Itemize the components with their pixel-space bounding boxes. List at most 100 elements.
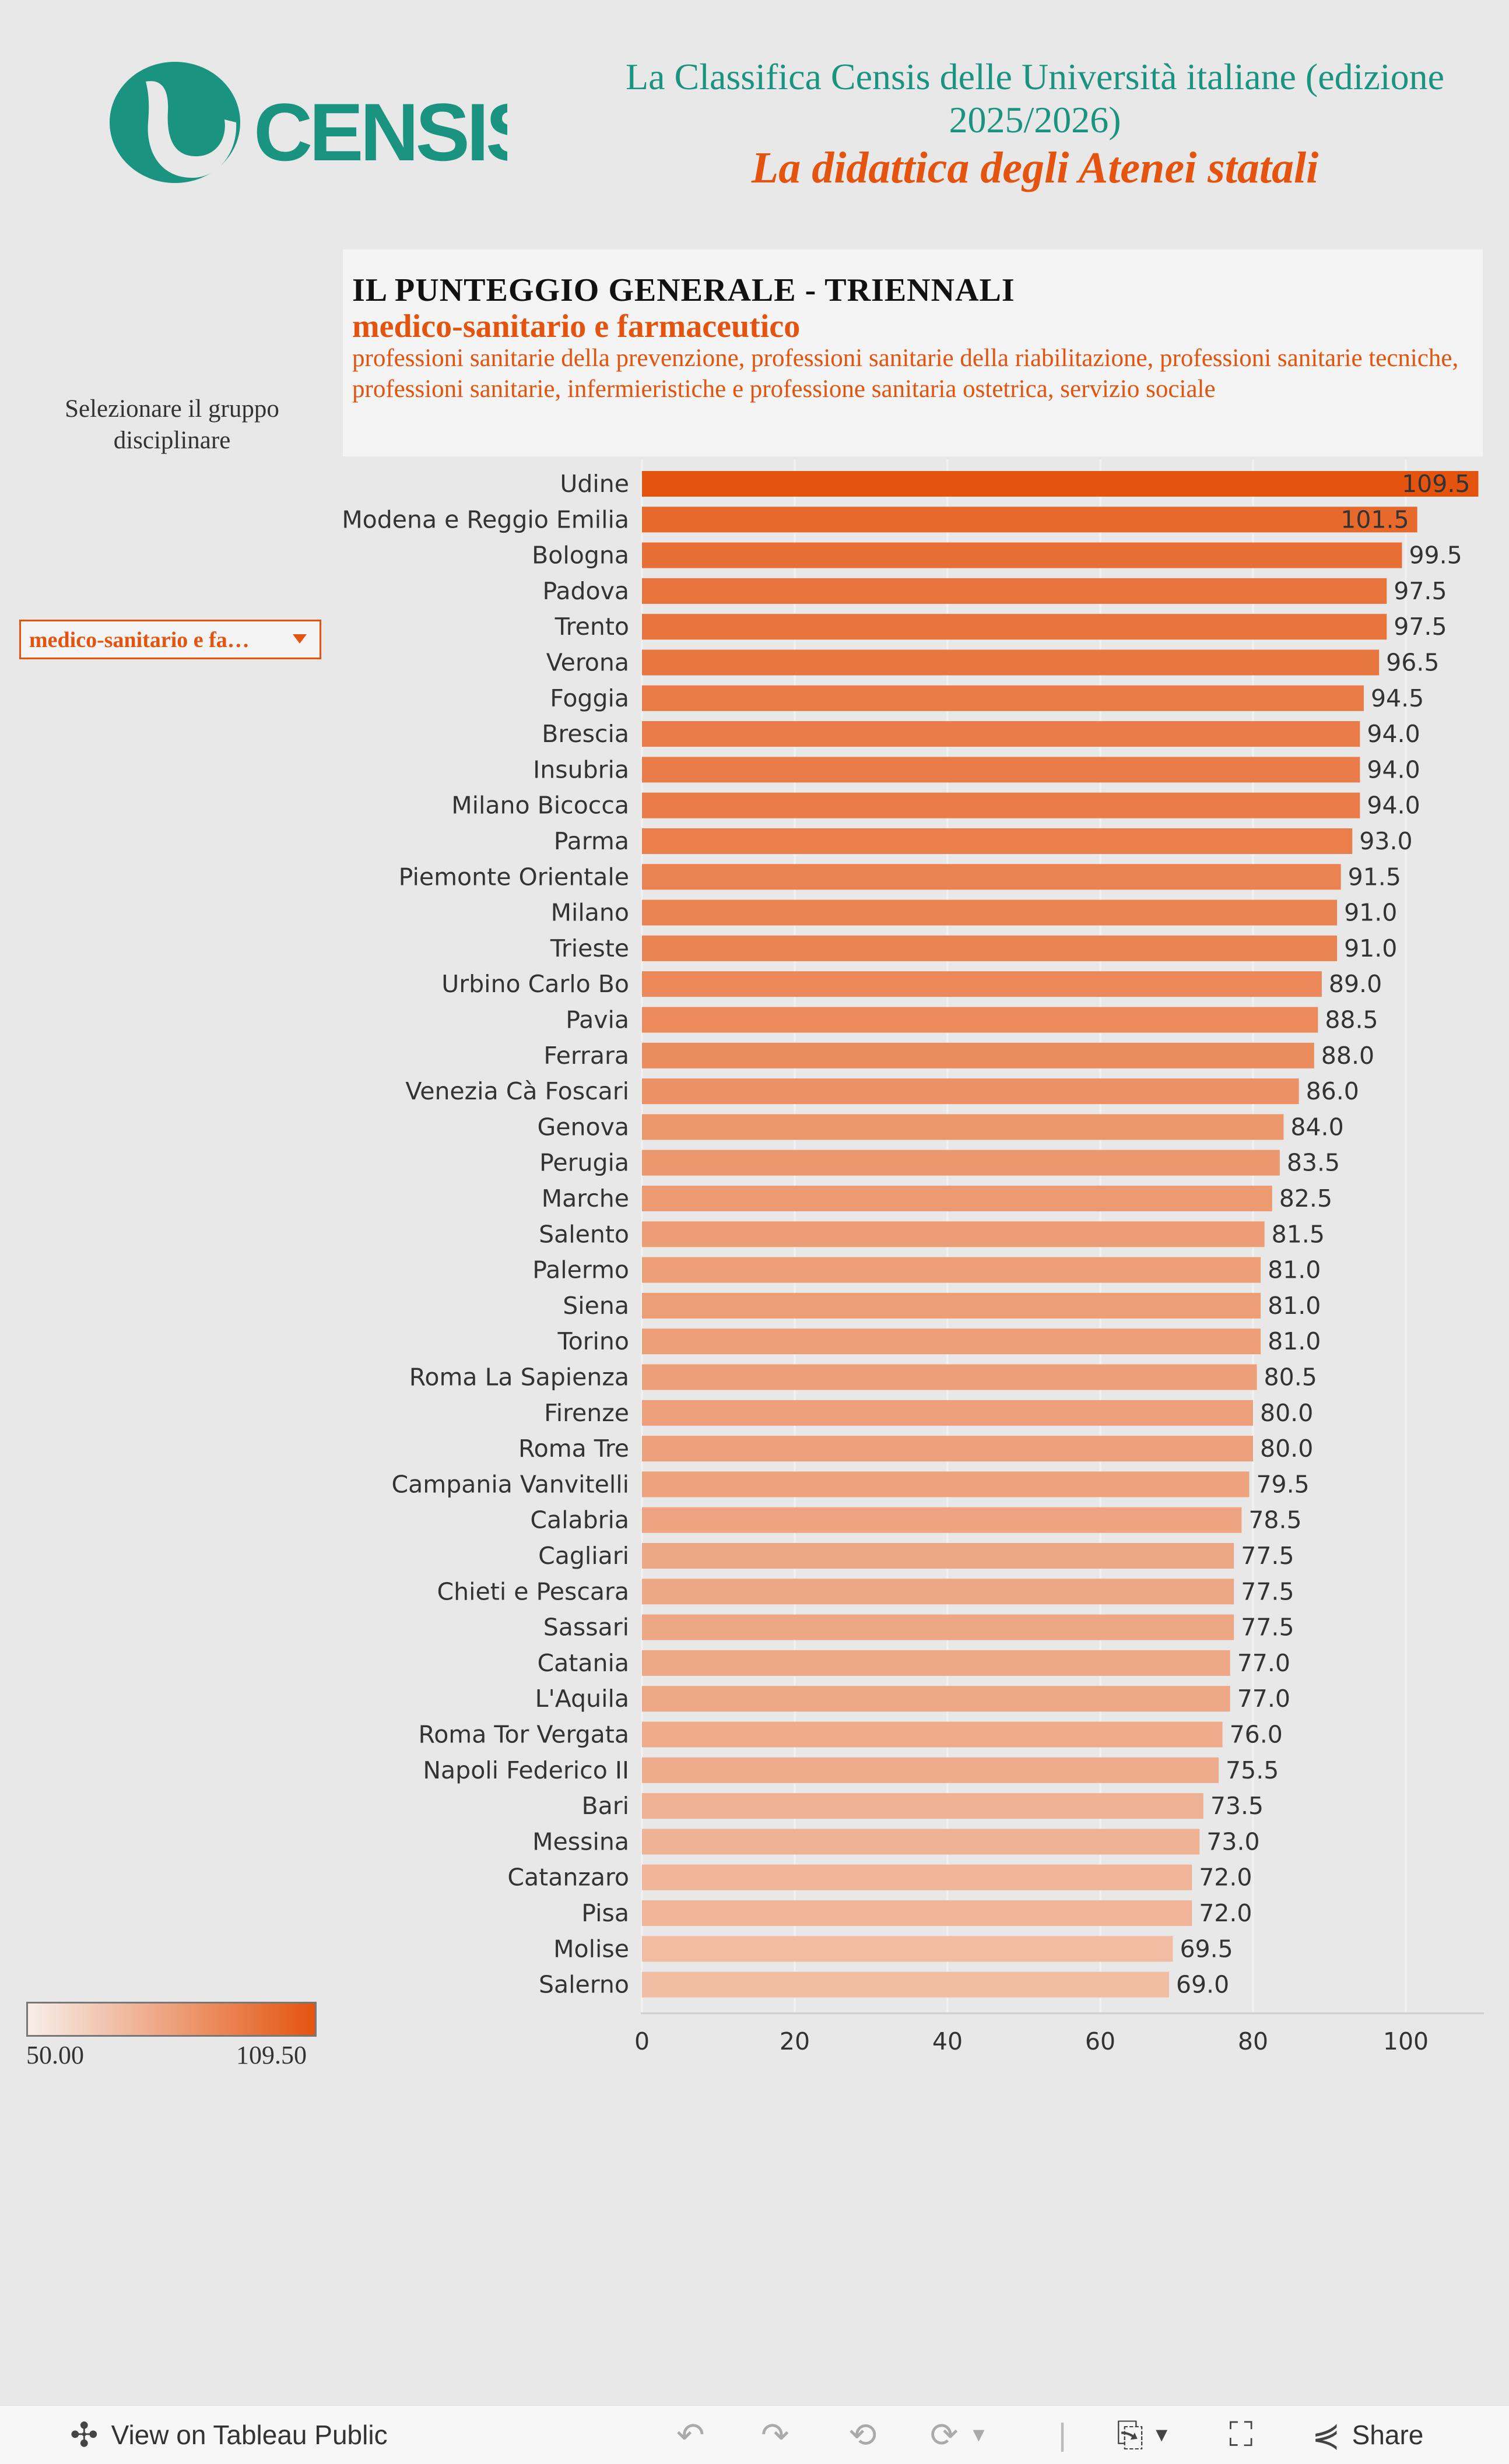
value-label: 81.0 [1268, 1327, 1321, 1355]
value-label: 80.0 [1260, 1399, 1313, 1427]
bar[interactable] [642, 1436, 1253, 1462]
value-label: 69.0 [1176, 1971, 1229, 1999]
category-label: Salento [539, 1220, 629, 1248]
view-on-tableau-label: View on Tableau Public [111, 2420, 388, 2450]
category-label: Milano Bicocca [451, 792, 629, 820]
category-label: Brescia [542, 720, 629, 748]
filter-label: Selezionare il gruppo disciplinare [65, 395, 279, 454]
share-label: Share [1352, 2420, 1424, 2450]
value-label: 73.5 [1210, 1792, 1264, 1820]
censis-logo: CENSIS [110, 62, 507, 183]
bar[interactable] [642, 1936, 1173, 1962]
fullscreen-button[interactable]: ⛶ [1229, 2406, 1253, 2464]
value-label: 86.0 [1306, 1077, 1359, 1105]
bar[interactable] [642, 1829, 1200, 1855]
bar[interactable] [642, 1900, 1192, 1926]
tableau-icon: ✣ [70, 2416, 99, 2454]
bar[interactable] [642, 1721, 1223, 1748]
value-label: 81.0 [1268, 1292, 1321, 1320]
bar[interactable] [642, 471, 1479, 497]
x-tick-label: 20 [780, 2027, 810, 2055]
bar[interactable] [642, 1471, 1250, 1498]
category-label: Ferrara [543, 1042, 629, 1070]
bar[interactable] [642, 864, 1341, 890]
bar[interactable] [642, 1042, 1314, 1068]
chart-group-name: medico-sanitario e farmaceutico [352, 308, 801, 345]
bar[interactable] [642, 1543, 1234, 1569]
value-label: 91.5 [1348, 863, 1401, 891]
bar[interactable] [642, 578, 1387, 604]
category-label: Verona [546, 649, 629, 677]
value-label: 101.5 [1340, 505, 1409, 533]
category-label: Campania Vanvitelli [392, 1470, 629, 1498]
bar[interactable] [642, 542, 1402, 568]
download-button[interactable]: ⎘ ▼ [1117, 2406, 1171, 2464]
value-label: 109.5 [1402, 470, 1470, 498]
category-label: Piemonte Orientale [399, 863, 629, 891]
bar[interactable] [642, 1793, 1203, 1819]
bar[interactable] [642, 1757, 1219, 1783]
bar-chart: Udine 109.5 Modena e Reggio Emilia 101.5 Bol… [342, 459, 1484, 2055]
value-label: 97.5 [1394, 613, 1447, 641]
bar[interactable] [642, 1686, 1230, 1712]
value-label: 88.5 [1325, 1006, 1378, 1034]
bar[interactable] [642, 685, 1364, 711]
bar[interactable] [642, 1507, 1242, 1533]
bar[interactable] [642, 1400, 1253, 1426]
bar[interactable] [642, 1114, 1284, 1140]
bar[interactable] [642, 649, 1380, 676]
bar[interactable] [642, 757, 1360, 783]
value-label: 94.0 [1367, 720, 1420, 748]
revert-button[interactable]: ⟲ [848, 2406, 877, 2464]
forward-button[interactable]: ⟳ ▼ [930, 2406, 988, 2464]
bar[interactable] [642, 899, 1338, 926]
bar[interactable] [642, 1150, 1280, 1176]
bar[interactable] [642, 614, 1387, 640]
undo-button[interactable]: ↶ [676, 2406, 705, 2464]
redo-button[interactable]: ↷ [761, 2406, 789, 2464]
bar[interactable] [642, 1364, 1257, 1390]
group-select-dropdown[interactable]: medico-sanitario e fa… [19, 620, 321, 659]
category-label: Foggia [550, 684, 629, 712]
value-label: 97.5 [1394, 577, 1447, 605]
bar[interactable] [642, 1221, 1265, 1247]
bar[interactable] [642, 1292, 1261, 1319]
page-subtitle: La didattica degli Atenei statali [751, 143, 1319, 192]
category-label: Calabria [530, 1506, 629, 1534]
bar[interactable] [642, 1007, 1318, 1033]
bar[interactable] [642, 721, 1360, 747]
value-label: 77.5 [1241, 1577, 1294, 1605]
value-label: 77.0 [1237, 1685, 1290, 1713]
category-label: Milano [551, 899, 629, 927]
fullscreen-icon: ⛶ [1229, 2416, 1253, 2454]
category-label: Modena e Reggio Emilia [342, 505, 629, 533]
bar[interactable] [642, 1971, 1169, 1998]
bar[interactable] [642, 828, 1353, 854]
bar[interactable] [642, 1257, 1261, 1283]
redo-icon: ↷ [761, 2416, 789, 2454]
bar[interactable] [642, 1579, 1234, 1605]
bar[interactable] [642, 1078, 1299, 1105]
category-label: Palermo [532, 1256, 629, 1284]
value-label: 81.0 [1268, 1256, 1321, 1284]
category-label: Napoli Federico II [423, 1756, 629, 1784]
revert-icon: ⟲ [848, 2416, 877, 2454]
value-label: 94.0 [1367, 792, 1420, 820]
bar[interactable] [642, 792, 1360, 818]
category-label: Roma Tre [518, 1435, 629, 1463]
bar[interactable] [642, 1864, 1192, 1890]
value-label: 84.0 [1290, 1113, 1343, 1141]
bar[interactable] [642, 1650, 1230, 1676]
view-on-tableau-link[interactable]: ✣ View on Tableau Public [70, 2406, 388, 2464]
bar[interactable] [642, 1614, 1234, 1640]
category-label: Trieste [550, 934, 629, 962]
category-label: Bologna [532, 542, 629, 570]
share-button[interactable]: ⋞ Share [1312, 2406, 1423, 2464]
bar[interactable] [642, 1186, 1272, 1211]
bar[interactable] [642, 971, 1322, 997]
chevron-down-icon[interactable] [293, 634, 307, 644]
bar[interactable] [642, 935, 1338, 961]
share-icon: ⋞ [1312, 2416, 1340, 2454]
bar[interactable] [642, 1328, 1261, 1355]
bar[interactable] [642, 507, 1417, 533]
